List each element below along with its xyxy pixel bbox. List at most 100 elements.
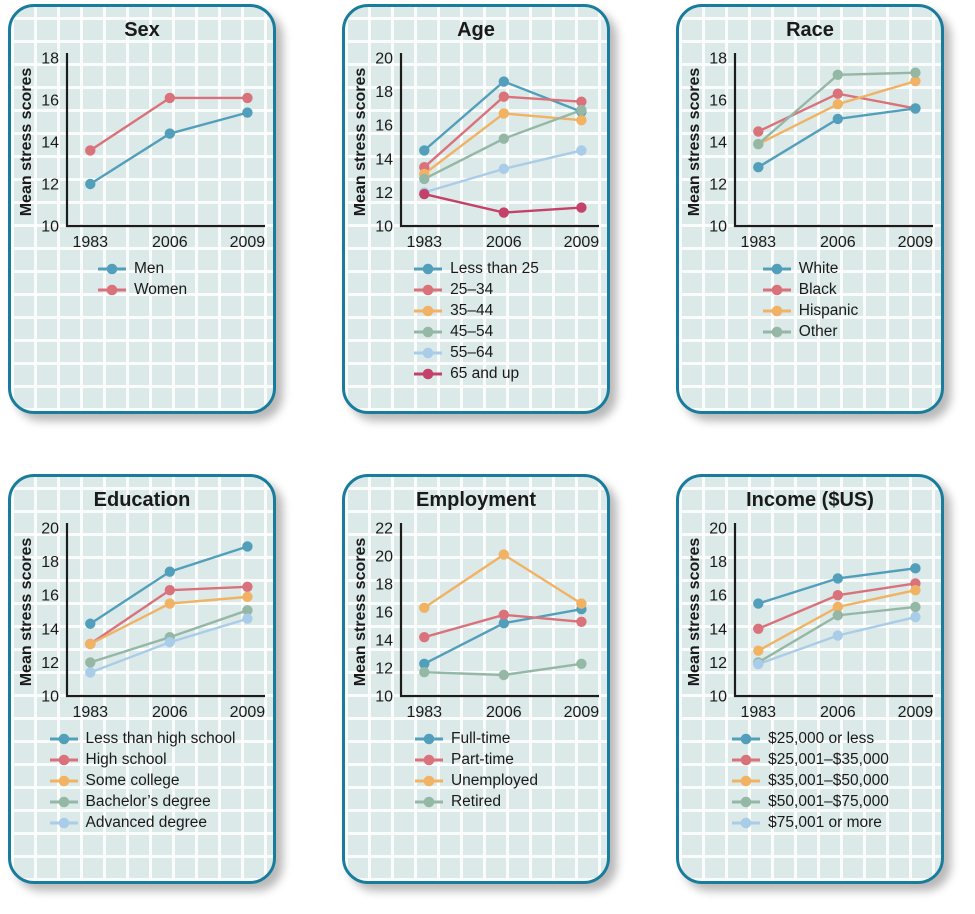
data-point	[498, 108, 510, 119]
legend-label: Less than high school	[85, 730, 236, 747]
data-point	[832, 610, 844, 621]
data-point	[498, 609, 510, 620]
legend-marker-icon	[49, 775, 78, 786]
legend-item: Women	[97, 280, 187, 299]
legend-item: Advanced degree	[49, 813, 236, 832]
data-point	[242, 107, 253, 118]
data-point	[242, 613, 253, 624]
y-tick-label: 10	[41, 219, 59, 236]
legend-item: Men	[97, 259, 187, 278]
data-point	[242, 591, 253, 603]
y-axis-label: Mean stress scores	[18, 538, 35, 687]
legend-label: $50,001–$75,000	[768, 793, 889, 810]
legend-label: Full-time	[450, 730, 511, 747]
legend-label: Bachelor’s degree	[85, 793, 211, 810]
legend-label: 55–64	[450, 344, 494, 361]
x-tick-label: 2009	[564, 704, 600, 721]
y-tick-label: 14	[375, 633, 393, 650]
data-point	[164, 637, 176, 648]
x-tick-label: 1983	[72, 234, 108, 251]
data-point	[85, 178, 96, 190]
x-tick-label: 2009	[230, 234, 266, 251]
series-points	[85, 107, 253, 190]
series-points	[85, 92, 253, 156]
legend-item: $75,001 or more	[731, 813, 889, 832]
x-tick-label: 2006	[820, 704, 856, 721]
panel-race: Race Mean stress scores 18 16 14 12 10 1983 200…	[676, 4, 944, 414]
legend-marker-dot	[422, 305, 434, 316]
legend-marker-icon	[732, 733, 761, 744]
legend-marker-icon	[762, 263, 791, 274]
data-point	[910, 75, 921, 87]
y-tick-label: 12	[375, 661, 393, 678]
y-tick-label: 20	[41, 521, 59, 538]
data-point	[242, 581, 253, 592]
series-points	[753, 88, 921, 137]
data-point	[498, 669, 510, 681]
legend-marker-dot	[771, 263, 783, 274]
legend-label: 35–44	[450, 302, 494, 319]
data-point	[85, 618, 96, 629]
chart-title-employment: Employment	[415, 489, 537, 511]
legend-item: 55–64	[413, 343, 539, 362]
series-points	[753, 103, 921, 173]
x-tick-label: 2009	[898, 234, 934, 251]
series-points	[753, 563, 921, 609]
series-points	[419, 188, 587, 218]
y-tick-label: 20	[709, 521, 727, 538]
data-point	[419, 145, 430, 156]
income-line-chart: Mean stress scores 20 18 16 14 12 10 1983 2006 20…	[686, 521, 933, 722]
data-point	[910, 584, 921, 596]
legend-label: Men	[133, 260, 165, 277]
legend-marker-dot	[58, 796, 69, 807]
chart-title-age: Age	[457, 19, 495, 41]
data-point	[576, 104, 587, 116]
legend-item: $25,001–$35,000	[731, 750, 889, 769]
legend-item: White	[762, 259, 858, 278]
legend-marker-icon	[414, 263, 443, 274]
y-tick-label: 14	[375, 151, 393, 168]
data-point	[576, 145, 587, 156]
data-point	[498, 91, 510, 102]
data-point	[753, 138, 764, 150]
y-tick-label: 16	[375, 605, 393, 622]
legend-label: Some college	[85, 772, 180, 789]
panel-employment: Employment Mean stress scores 22 20 18 16 14 1…	[342, 474, 610, 884]
panel-education: Education Mean stress scores 20 18 16 14 12 10…	[8, 474, 276, 884]
data-point	[910, 563, 921, 574]
y-tick-label: 12	[709, 655, 727, 672]
data-point	[164, 92, 176, 104]
legend-label: High school	[85, 751, 167, 768]
y-tick-label: 16	[41, 588, 59, 605]
y-tick-label: 14	[709, 135, 727, 152]
legend-marker-dot	[423, 775, 435, 786]
series-points	[419, 609, 587, 643]
series-points	[85, 541, 253, 629]
y-tick-label: 18	[375, 577, 393, 594]
y-tick-label: 10	[375, 219, 393, 236]
data-point	[498, 133, 510, 144]
legend-item: $25,000 or less	[731, 729, 889, 748]
y-axis-label: Mean stress scores	[686, 68, 703, 217]
data-point	[832, 630, 844, 641]
data-point	[910, 103, 921, 114]
data-point	[910, 601, 921, 613]
data-point	[419, 188, 430, 200]
legend-label: Advanced degree	[85, 814, 208, 831]
legend-marker-icon	[732, 775, 761, 786]
data-point	[242, 541, 253, 552]
legend-marker-dot	[423, 754, 435, 765]
legend-marker-dot	[106, 263, 118, 274]
y-tick-label: 16	[709, 588, 727, 605]
data-point	[419, 173, 430, 185]
data-point	[498, 207, 510, 218]
employment-line-chart: Mean stress scores 22 20 18 16 14 12 10 1983 2006…	[352, 521, 600, 722]
legend-marker-icon	[414, 326, 443, 337]
y-tick-label: 18	[709, 51, 727, 68]
data-point	[85, 145, 96, 156]
education-line-chart: Mean stress scores 20 18 16 14 12 10 1983 2006 20…	[18, 521, 265, 722]
data-point	[910, 611, 921, 623]
y-tick-label: 14	[41, 621, 59, 638]
y-tick-label: 12	[709, 177, 727, 194]
sex-legend: Men Women	[97, 259, 187, 299]
